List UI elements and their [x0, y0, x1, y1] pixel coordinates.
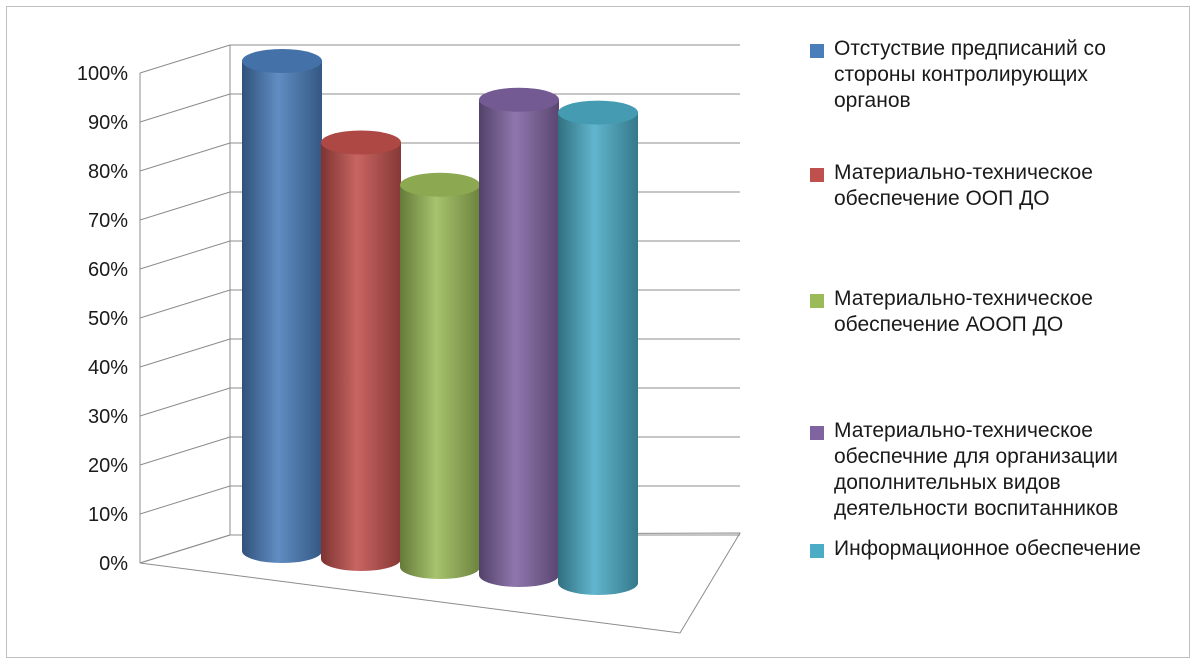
bar-cylinder [400, 172, 480, 580]
bar-top [479, 87, 559, 112]
legend-label: Информационное обеспечение [834, 537, 1141, 560]
y-tick-label: 30% [88, 406, 128, 428]
legend-swatch [810, 426, 824, 440]
y-tick-label: 50% [88, 308, 128, 330]
y-tick-label: 80% [88, 161, 128, 183]
y-tick-label: 100% [77, 63, 128, 85]
legend-swatch [810, 168, 824, 182]
y-axis-ticks: 0% 10% 20% 30% 40% 50% 60% 70% 80% 90% 100% [77, 63, 128, 575]
bar-body [321, 142, 401, 571]
y-tick-label: 0% [99, 553, 128, 575]
legend-swatch [810, 544, 824, 558]
legend-swatch [810, 294, 824, 308]
y-tick-label: 20% [88, 455, 128, 477]
legend-label: Материально-техническое обеспечение ООП … [834, 161, 1093, 210]
bar-body [479, 99, 559, 587]
bar-cylinder [242, 49, 322, 563]
bar-cylinder [479, 87, 559, 587]
legend-swatch [810, 44, 824, 58]
bar-cylinder [558, 100, 638, 595]
y-tick-label: 90% [88, 112, 128, 134]
y-tick-label: 70% [88, 210, 128, 232]
y-tick-label: 10% [88, 504, 128, 526]
legend: Отстуствие предписаний со стороны контро… [810, 0, 1190, 664]
bar-top [400, 172, 480, 197]
bar-top [321, 130, 401, 155]
bar-body [242, 61, 322, 563]
bar-cylinder [321, 130, 401, 571]
bar-top [242, 49, 322, 73]
bar-body [558, 112, 638, 595]
gridline [139, 44, 740, 74]
y-tick-label: 40% [88, 357, 128, 379]
legend-label: Материально-техническое обеспечение АООП… [834, 287, 1093, 336]
bar-top [558, 100, 638, 125]
legend-label: Отстуствие предписаний со стороны контро… [834, 37, 1106, 112]
bar-body [400, 184, 480, 580]
y-tick-label: 60% [88, 259, 128, 281]
bars [242, 49, 638, 595]
legend-label: Материально-техническое обеспечние для о… [834, 419, 1119, 520]
